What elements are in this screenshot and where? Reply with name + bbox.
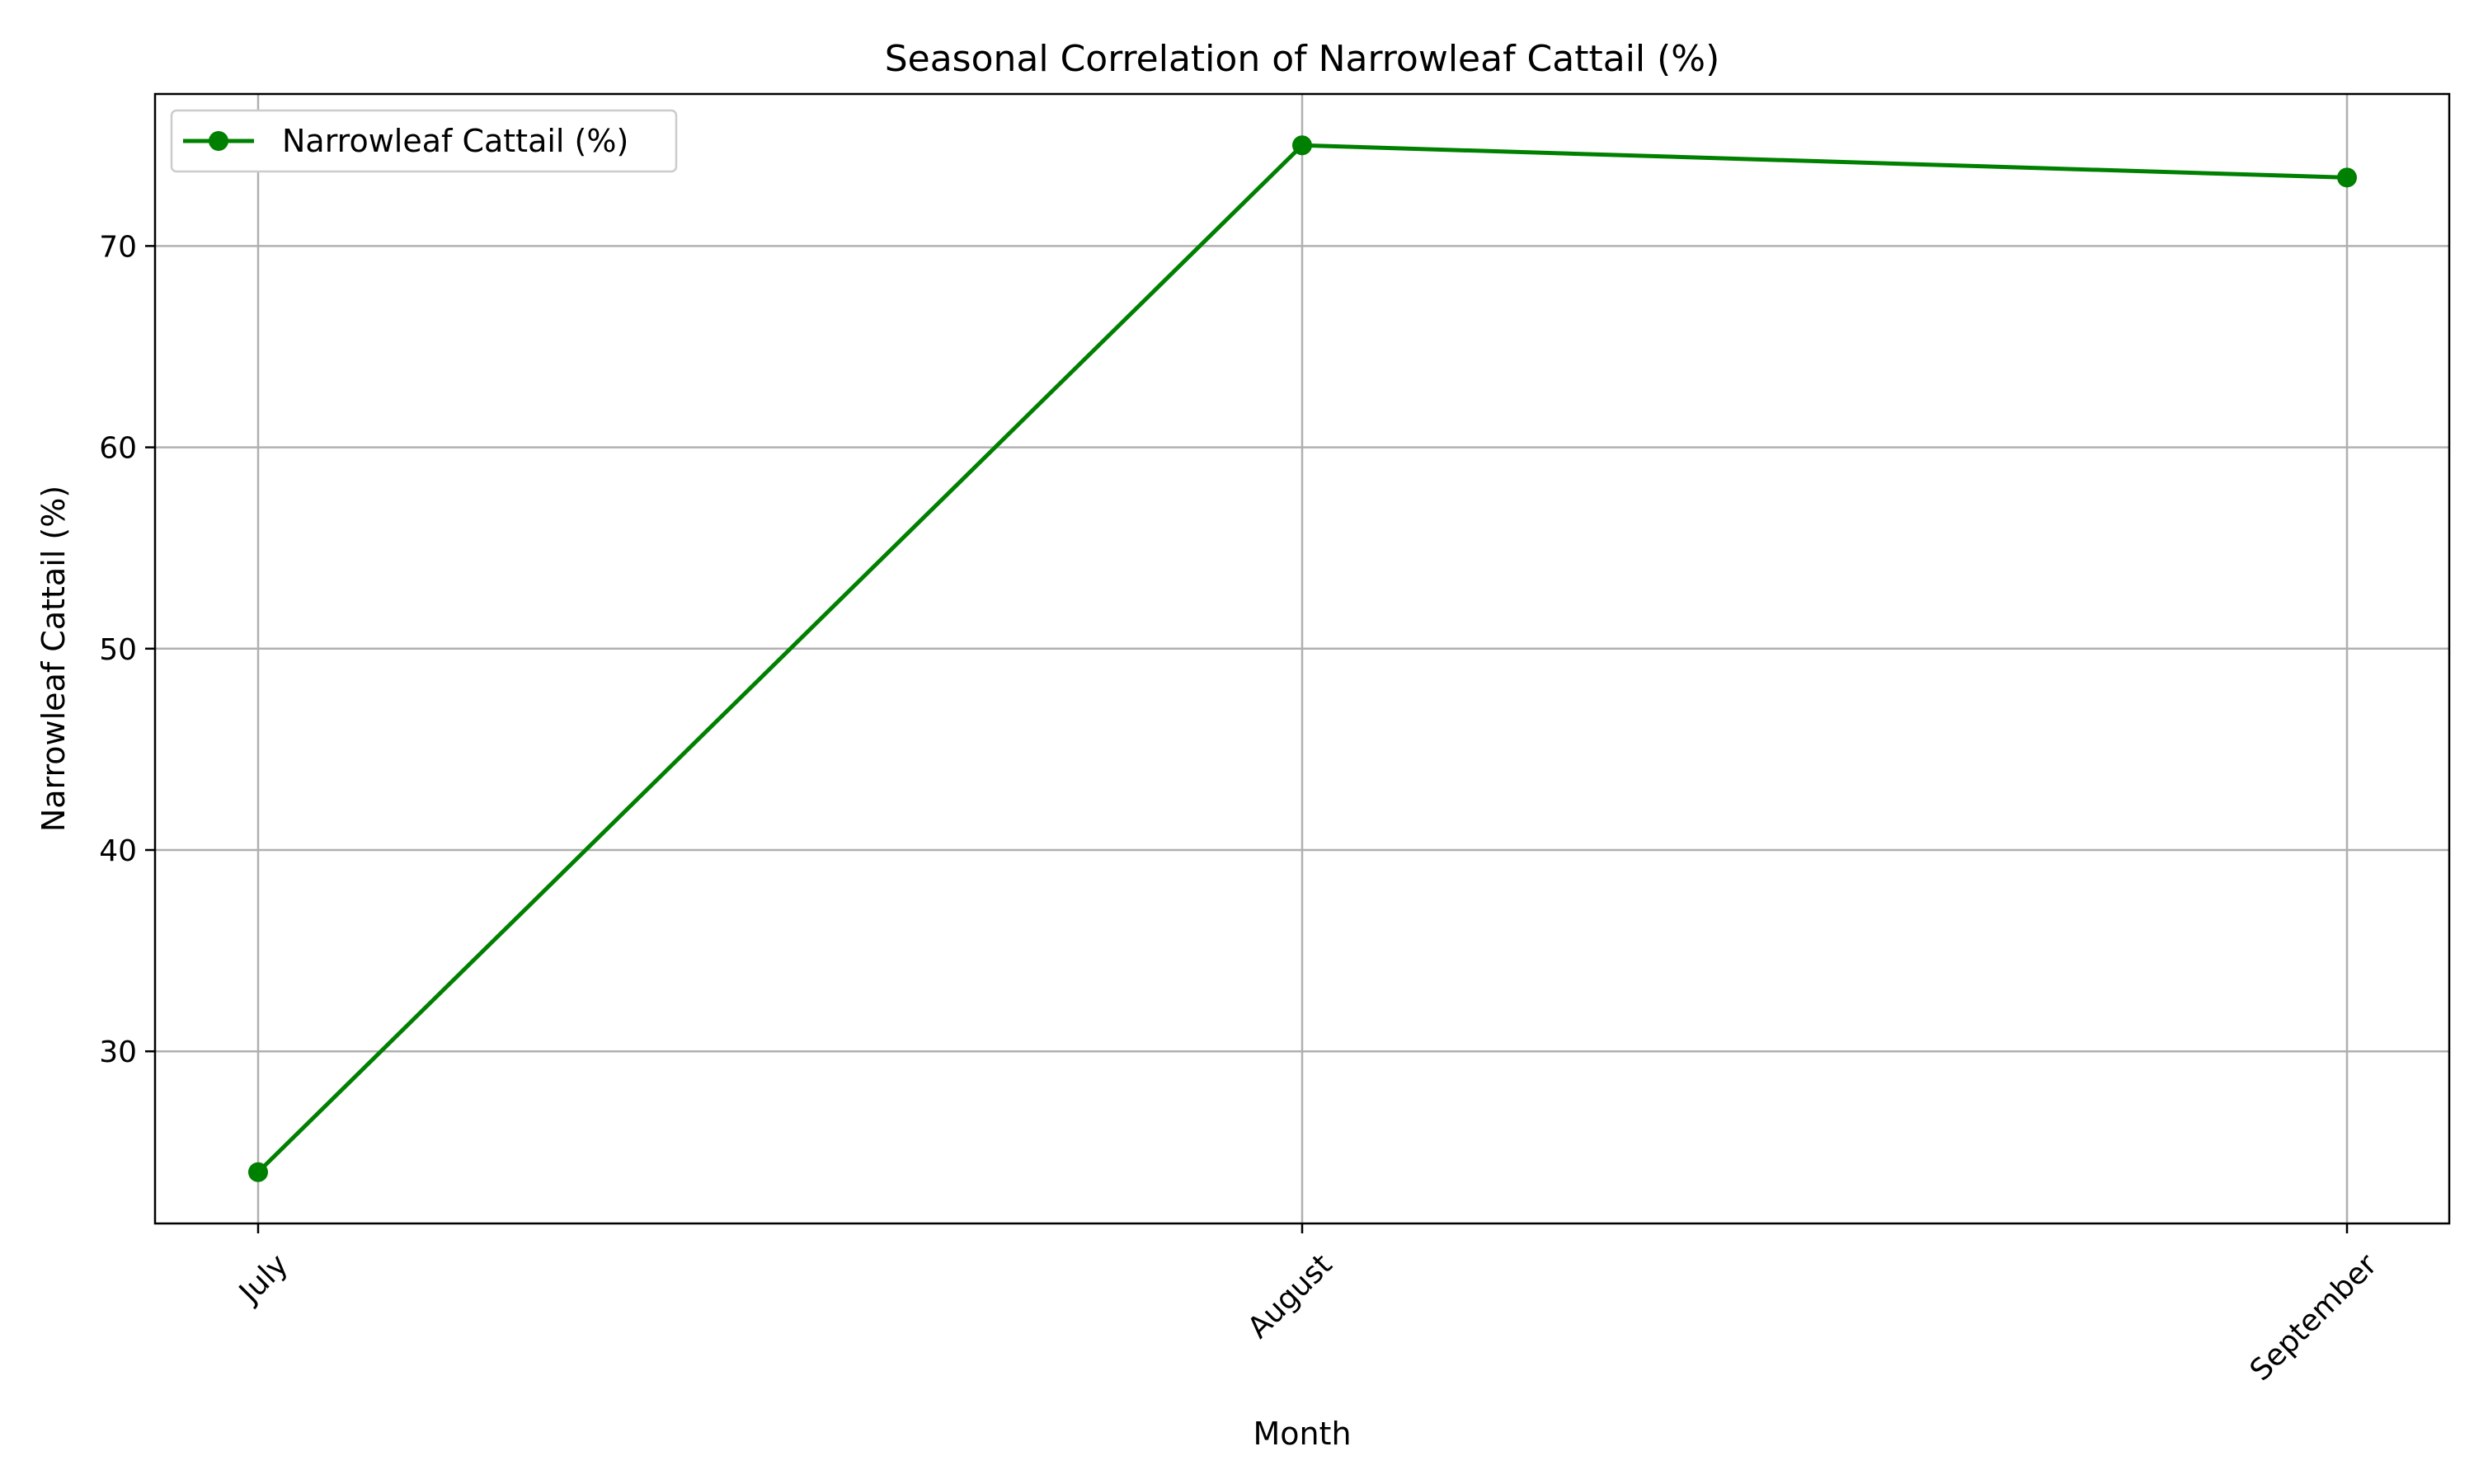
y-tick-label-50: 50 xyxy=(99,633,137,667)
y-tick-label-70: 70 xyxy=(99,230,137,264)
legend-label: Narrowleaf Cattail (%) xyxy=(282,123,628,159)
series-layer xyxy=(248,135,2357,1182)
x-axis-label: Month xyxy=(1253,1416,1351,1452)
legend-marker-swatch xyxy=(209,131,228,151)
legend-box xyxy=(170,109,678,173)
y-tick-label-30: 30 xyxy=(99,1036,137,1069)
chart-title: Seasonal Correlation of Narrowleaf Catta… xyxy=(885,38,1720,80)
y-tick-label-60: 60 xyxy=(99,432,137,466)
legend: Narrowleaf Cattail (%) xyxy=(170,109,678,173)
y-axis-label: Narrowleaf Cattail (%) xyxy=(35,486,72,832)
data-point-august xyxy=(1292,135,1312,156)
data-point-september xyxy=(2337,167,2357,188)
data-point-july xyxy=(248,1162,268,1182)
y-tick-label-40: 40 xyxy=(99,834,137,868)
grid-lines xyxy=(155,94,2449,1223)
